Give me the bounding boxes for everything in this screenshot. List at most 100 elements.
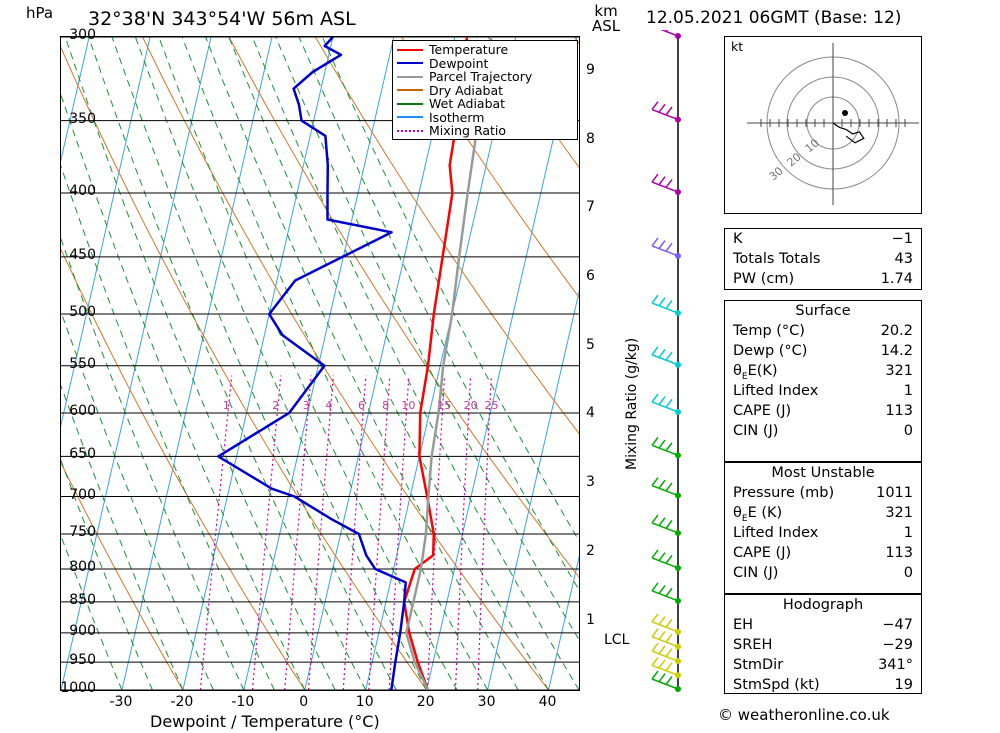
table-value: −47 bbox=[882, 617, 913, 633]
legend-label: Mixing Ratio bbox=[429, 123, 507, 139]
temperature-tick: -20 bbox=[170, 694, 194, 710]
surface-table: Surface Temp (°C) 20.2 Dewp (°C) 14.2 θEE(K) 3… bbox=[724, 300, 922, 462]
legend-swatch bbox=[397, 48, 423, 51]
station-title: 32°38'N 343°54'W 56m ASL bbox=[88, 8, 356, 30]
svg-text:30: 30 bbox=[767, 164, 786, 183]
pressure-tick: 350 bbox=[69, 110, 96, 127]
table-row: PW (cm) 1.74 bbox=[725, 269, 921, 289]
pressure-tick: 600 bbox=[69, 402, 96, 419]
mixing-ratio-label: 4 bbox=[325, 398, 333, 412]
hodograph-panel: kt 10 20 30 bbox=[724, 36, 922, 214]
legend-item: Isotherm bbox=[397, 109, 573, 125]
table-value: 321 bbox=[885, 505, 913, 521]
lcl-label: LCL bbox=[604, 632, 630, 648]
height-tick: 8 bbox=[586, 130, 595, 147]
table-row: CAPE (J) 113 bbox=[725, 401, 921, 421]
table-key: EH bbox=[733, 617, 754, 633]
table-row: CIN (J) 0 bbox=[725, 563, 921, 583]
mixing-ratio-label: 25 bbox=[484, 398, 499, 412]
table-value: −29 bbox=[882, 637, 913, 653]
legend-label: Dry Adiabat bbox=[429, 82, 504, 98]
pressure-tick: 500 bbox=[69, 304, 96, 321]
legend-item: Dry Adiabat bbox=[397, 82, 573, 98]
mixing-ratio-label: 3 bbox=[302, 398, 310, 412]
table-value: 0 bbox=[903, 423, 913, 439]
pressure-axis-unit: hPa bbox=[26, 4, 54, 22]
indices-table: K −1 Totals Totals 43 PW (cm) 1.74 bbox=[724, 228, 922, 290]
skewt-svg bbox=[61, 37, 579, 690]
legend-swatch bbox=[397, 102, 423, 105]
mixing-ratio-label: 2 bbox=[272, 398, 280, 412]
table-value: 321 bbox=[885, 363, 913, 379]
table-key: Temp (°C) bbox=[733, 323, 805, 339]
asl-text: ASL bbox=[592, 17, 621, 35]
table-key: PW (cm) bbox=[733, 271, 795, 287]
legend-item: Dewpoint bbox=[397, 56, 573, 71]
table-value: 43 bbox=[894, 251, 913, 267]
legend-label: Isotherm bbox=[429, 109, 485, 125]
legend-swatch bbox=[397, 75, 423, 78]
temperature-tick: -30 bbox=[109, 694, 133, 710]
table-key: StmDir bbox=[733, 657, 784, 673]
svg-text:20: 20 bbox=[785, 150, 804, 169]
table-row: StmDir 341° bbox=[725, 655, 921, 675]
table-value: 19 bbox=[894, 677, 913, 693]
pressure-tick: 550 bbox=[69, 355, 96, 372]
table-key: CIN (J) bbox=[733, 565, 779, 581]
pressure-tick: 650 bbox=[69, 446, 96, 463]
legend-swatch bbox=[397, 62, 423, 65]
mixing-ratio-label: 20 bbox=[463, 398, 478, 412]
legend: Temperature Dewpoint Parcel Trajectory Dry … bbox=[392, 40, 578, 140]
temperature-tick: 0 bbox=[299, 694, 309, 710]
table-row: Totals Totals 43 bbox=[725, 249, 921, 269]
skewt-diagram: hPa km ASL 32°38'N 343°54'W 56m ASL 1 2 3 4… bbox=[26, 4, 629, 732]
table-key: θEE(K) bbox=[733, 363, 778, 382]
legend-item: Temperature bbox=[397, 42, 573, 57]
legend-item: Mixing Ratio bbox=[397, 123, 573, 139]
table-row: CIN (J) 0 bbox=[725, 421, 921, 441]
hodograph-unit-label: kt bbox=[731, 39, 744, 54]
pressure-tick: 1000 bbox=[60, 680, 96, 696]
table-key: θEE (K) bbox=[733, 505, 783, 524]
table-value: 1011 bbox=[876, 485, 913, 501]
legend-item: Parcel Trajectory bbox=[397, 69, 573, 84]
table-row: θEE(K) 321 bbox=[725, 361, 921, 382]
height-tick: 1 bbox=[586, 612, 595, 629]
table-key: Totals Totals bbox=[733, 251, 821, 267]
pressure-tick: 900 bbox=[69, 622, 96, 639]
svg-text:10: 10 bbox=[803, 136, 822, 155]
table-row: StmSpd (kt) 19 bbox=[725, 675, 921, 695]
table-row: Pressure (mb) 1011 bbox=[725, 483, 921, 503]
table-key: Lifted Index bbox=[733, 525, 819, 541]
legend-swatch bbox=[397, 129, 423, 132]
table-key: K bbox=[733, 231, 743, 247]
legend-item: Wet Adiabat bbox=[397, 96, 573, 111]
height-tick: 5 bbox=[586, 336, 595, 353]
temperature-tick: 20 bbox=[416, 694, 435, 710]
mixing-ratio-label: 15 bbox=[437, 398, 452, 412]
table-key: CAPE (J) bbox=[733, 545, 792, 561]
table-key: StmSpd (kt) bbox=[733, 677, 820, 693]
table-row: EH −47 bbox=[725, 615, 921, 635]
table-value: 1 bbox=[903, 525, 913, 541]
table-value: 20.2 bbox=[880, 323, 913, 339]
copyright-text: © weatheronline.co.uk bbox=[718, 706, 890, 724]
table-key: CAPE (J) bbox=[733, 403, 792, 419]
height-tick: 3 bbox=[586, 474, 595, 491]
table-key: SREH bbox=[733, 637, 773, 653]
x-axis-title: Dewpoint / Temperature (°C) bbox=[150, 712, 380, 731]
legend-swatch bbox=[397, 116, 423, 119]
temperature-tick: -10 bbox=[231, 694, 255, 710]
legend-swatch bbox=[397, 89, 423, 92]
table-value: 341° bbox=[878, 657, 913, 673]
mixing-ratio-label: 6 bbox=[358, 398, 366, 412]
table-row: Temp (°C) 20.2 bbox=[725, 321, 921, 341]
table-key: CIN (J) bbox=[733, 423, 779, 439]
pressure-tick: 300 bbox=[69, 27, 96, 43]
table-title: Surface bbox=[795, 303, 851, 319]
mixing-ratio-label: 8 bbox=[382, 398, 390, 412]
skewt-plot-area: 1 2 3 4 6 8 10 15 20 25 bbox=[60, 36, 580, 691]
table-row: SREH −29 bbox=[725, 635, 921, 655]
pressure-tick: 450 bbox=[69, 246, 96, 263]
